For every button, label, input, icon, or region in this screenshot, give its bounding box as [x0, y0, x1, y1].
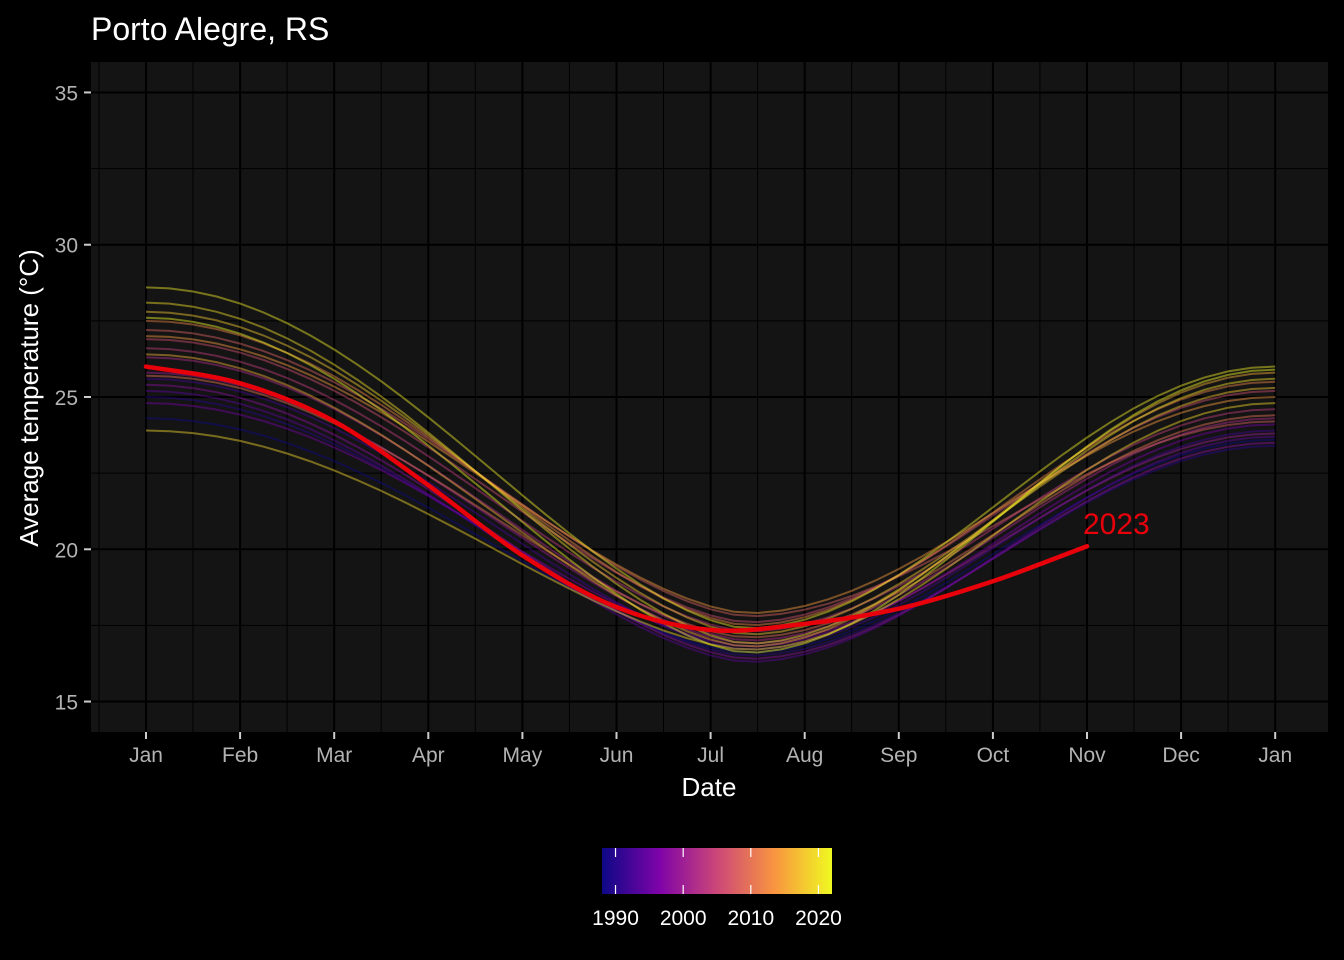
highlight-line-group: 2023 [143, 364, 1150, 634]
year-line-1990 [145, 396, 1276, 657]
x-tick-label: Jul [697, 744, 724, 767]
x-tick-label: Nov [1068, 744, 1106, 767]
year-line-1996 [145, 402, 1276, 648]
chart-title: Porto Alegre, RS [91, 11, 329, 47]
year-line-2006 [145, 338, 1276, 624]
x-tick-label: May [503, 744, 543, 767]
x-tick-label: Apr [412, 744, 445, 767]
x-tick-label: Aug [786, 744, 823, 767]
year-line-1992 [145, 377, 1276, 651]
year-line-2018 [145, 310, 1276, 636]
x-tick-label: Mar [316, 744, 352, 767]
x-tick-label: Jan [1258, 744, 1292, 767]
x-tick-label: Oct [977, 744, 1010, 767]
year-line-2020 [145, 301, 1276, 645]
colorbar [602, 848, 832, 894]
y-tick-label: 35 [55, 82, 78, 105]
y-tick-label: 25 [55, 387, 78, 410]
year-line-2016 [145, 353, 1276, 648]
x-tick-label: Jun [600, 744, 634, 767]
year-line-1998 [145, 383, 1276, 660]
y-tick-label: 30 [55, 235, 78, 258]
year-line-2012 [145, 319, 1276, 627]
x-tick-label: Jan [129, 744, 163, 767]
year-line-2014 [145, 335, 1276, 615]
x-tick-label: Feb [222, 744, 258, 767]
year-line-1994 [145, 389, 1276, 663]
colorbar-label: 2010 [727, 907, 774, 930]
y-axis-title: Average temperature (°C) [14, 249, 44, 547]
x-tick-label: Dec [1162, 744, 1199, 767]
year-line-2004 [145, 347, 1276, 633]
y-tick-label: 20 [55, 539, 78, 562]
y-tick-label: 15 [55, 692, 78, 715]
year-line-2008 [145, 329, 1276, 618]
colorbar-label: 2020 [795, 907, 842, 930]
colorbar-legend: 1990 2000 2010 2020 [592, 848, 842, 930]
colorbar-label: 2000 [660, 907, 707, 930]
highlight-label: 2023 [1083, 508, 1150, 541]
y-axis: 15 20 25 30 35 [55, 82, 91, 715]
colorbar-label: 1990 [592, 907, 639, 930]
year-line-1988 [145, 417, 1276, 654]
year-line-2002 [145, 356, 1276, 642]
highlight-line-2023 [143, 364, 1090, 634]
year-line-2022 [145, 316, 1276, 654]
x-tick-label: Sep [880, 744, 917, 767]
year-line-2021 [145, 286, 1276, 630]
x-axis: Jan Feb Mar Apr May Jun Jul Aug Sep Oct Nov Dec Jan [129, 732, 1292, 767]
year-line-2019 [145, 402, 1276, 651]
x-axis-title: Date [682, 772, 737, 802]
